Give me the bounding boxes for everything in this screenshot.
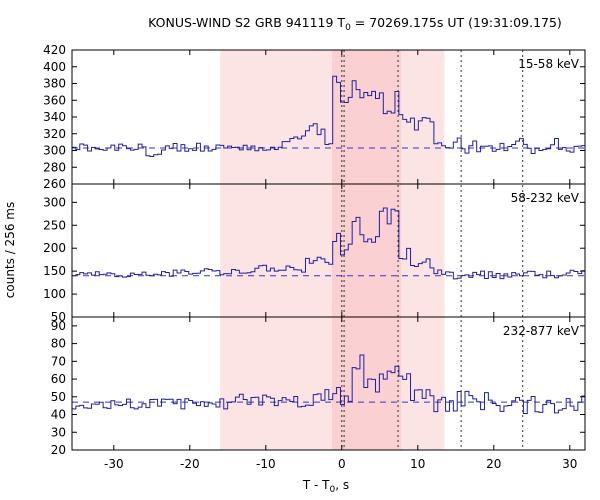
y-tick-label: 250 [43,218,66,232]
x-axis-ticks: -30 -20 -10 0 10 20 30 [104,50,577,471]
y-tick-label: 20 [51,443,66,457]
y-tick-label: 150 [43,264,66,278]
energy-band-label: 232-877 keV [503,324,580,338]
panel-2: 20 30 40 50 60 70 80 90 232-877 keV [51,319,585,457]
y-tick-label: 40 [51,408,66,422]
y-tick-label: 70 [51,354,66,368]
shaded-region-1 [331,50,402,450]
light-curve-series [72,207,585,280]
x-axis-label-subscript: 0 [330,485,336,495]
x-tick-label: 30 [562,457,577,471]
y-tick-label: 360 [43,93,66,107]
y-tick-label: 80 [51,337,66,351]
y-tick-label: 260 [43,177,66,191]
y-tick-label: 300 [43,195,66,209]
y-tick-label: 200 [43,241,66,255]
y-tick-label: 30 [51,425,66,439]
y-axis-label: counts / 256 ms [3,202,17,298]
x-axis-label-unit: , s [335,478,349,492]
y-tick-label: 420 [43,43,66,57]
y-tick-label: 380 [43,77,66,91]
y-tick-label: 50 [51,390,66,404]
y-tick-label: 300 [43,144,66,158]
light-curve-series [72,354,585,414]
panel-0: 260 280 300 320 340 360 380 400 420 15-58 keV [43,43,585,191]
y-tick-label: 280 [43,160,66,174]
x-tick-label: 0 [338,457,346,471]
y-tick-label: 50 [51,310,66,324]
chart-panels: 260 280 300 320 340 360 380 400 420 15-58 keV 50 10… [43,43,585,457]
energy-band-label: 58-232 keV [511,191,580,205]
y-tick-label: 60 [51,372,66,386]
panel-frames [71,49,586,451]
chart-title: KONUS-WIND S2 GRB 941119 T0 = 70269.175s… [148,15,562,33]
energy-band-label: 15-58 keV [518,57,580,71]
y-tick-label: 400 [43,60,66,74]
x-axis-label-main: T - T [302,478,330,492]
x-axis-label: T - T0, s [302,478,349,495]
chart-title-suffix: = 70269.175s UT (19:31:09.175) [351,15,562,30]
x-tick-label: 20 [486,457,501,471]
light-curve-series [72,75,585,157]
x-tick-label: -30 [104,457,124,471]
y-tick-label: 100 [43,287,66,301]
y-tick-label: 90 [51,319,66,333]
y-tick-label: 320 [43,127,66,141]
chart-title-subscript: 0 [345,23,351,33]
panel-1: 50 100 150 200 250 300 58-232 keV [43,191,585,324]
vertical-markers [341,50,524,450]
y-tick-label: 340 [43,110,66,124]
x-tick-label: 10 [410,457,425,471]
chart-title-prefix: KONUS-WIND S2 GRB 941119 T [148,15,345,30]
panel-frame-2 [71,316,586,451]
x-tick-label: -10 [256,457,276,471]
x-tick-label: -20 [180,457,200,471]
